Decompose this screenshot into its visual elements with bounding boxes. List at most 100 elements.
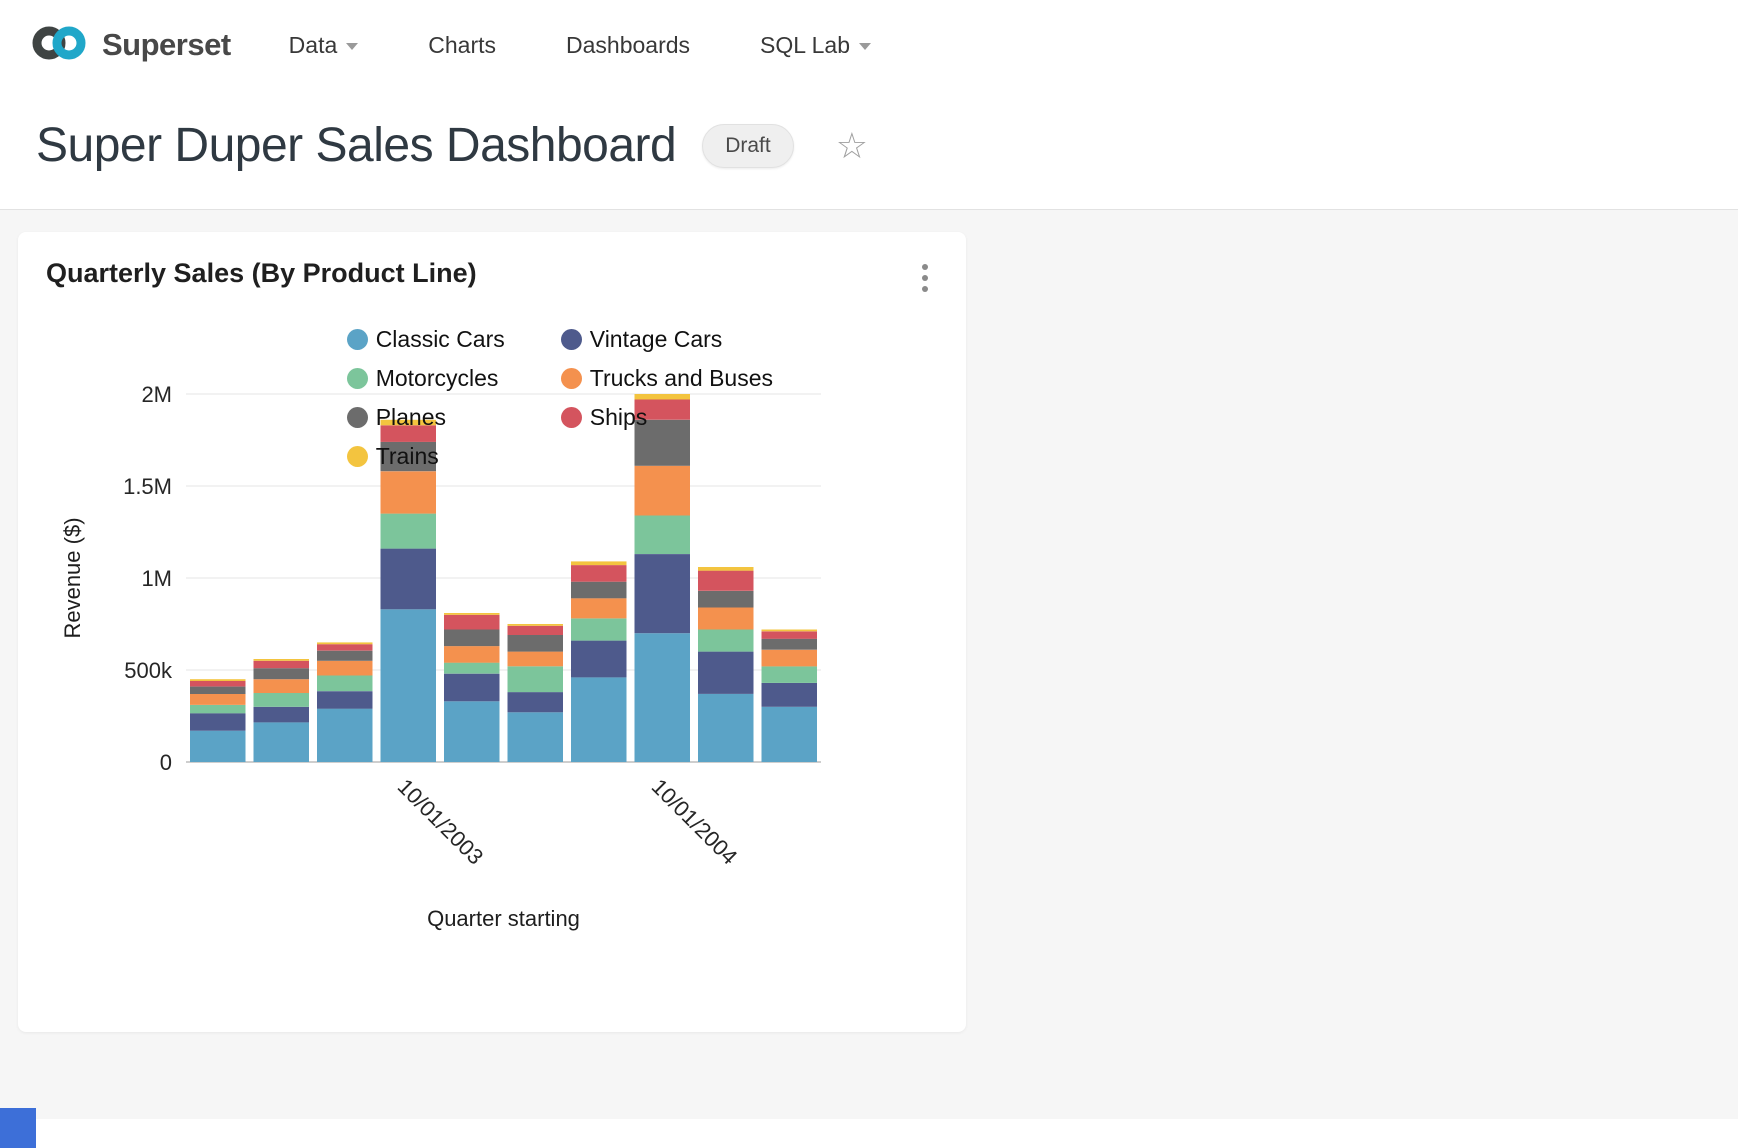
bar-segment[interactable] xyxy=(254,693,310,707)
bar-segment[interactable] xyxy=(698,630,754,652)
bar-segment[interactable] xyxy=(635,554,691,633)
bar-segment[interactable] xyxy=(508,635,564,652)
bar-segment[interactable] xyxy=(698,694,754,762)
bar-segment[interactable] xyxy=(317,651,373,661)
bar-segment[interactable] xyxy=(381,514,437,549)
dashboard-header: Super Duper Sales Dashboard Draft ☆ xyxy=(0,90,1738,209)
legend-item-classic-cars[interactable]: Classic Cars xyxy=(347,326,505,353)
bar-segment[interactable] xyxy=(698,591,754,608)
bar-segment[interactable] xyxy=(698,567,754,571)
bar-segment[interactable] xyxy=(317,644,373,650)
legend-label: Motorcycles xyxy=(376,365,499,392)
bar-segment[interactable] xyxy=(317,709,373,762)
chevron-down-icon xyxy=(346,43,358,50)
bar-segment[interactable] xyxy=(571,677,627,762)
bar-segment[interactable] xyxy=(444,615,500,630)
legend-item-motorcycles[interactable]: Motorcycles xyxy=(347,365,505,392)
legend-swatch-icon xyxy=(561,368,582,389)
y-tick-label: 500k xyxy=(124,658,173,683)
superset-logo[interactable]: Superset xyxy=(26,22,231,69)
bar-segment[interactable] xyxy=(508,652,564,667)
bar-segment[interactable] xyxy=(444,701,500,762)
legend-item-planes[interactable]: Planes xyxy=(347,404,505,431)
chart-options-kebab-icon[interactable] xyxy=(912,258,938,298)
bar-segment[interactable] xyxy=(698,607,754,629)
bar-segment[interactable] xyxy=(762,639,818,650)
bar-segment[interactable] xyxy=(571,598,627,618)
bar-segment[interactable] xyxy=(190,713,246,731)
bar-segment[interactable] xyxy=(381,471,437,513)
bar-segment[interactable] xyxy=(571,565,627,582)
nav-item-sql-lab[interactable]: SQL Lab xyxy=(760,32,871,59)
nav-item-data[interactable]: Data xyxy=(289,32,359,59)
y-tick-label: 1M xyxy=(141,566,172,591)
y-tick-label: 0 xyxy=(160,750,172,775)
legend-label: Trains xyxy=(376,443,439,470)
bar-segment[interactable] xyxy=(254,707,310,723)
legend-item-trains[interactable]: Trains xyxy=(347,443,505,470)
bar-segment[interactable] xyxy=(254,679,310,693)
bar-segment[interactable] xyxy=(254,661,310,668)
bar-segment[interactable] xyxy=(254,668,310,679)
bar-segment[interactable] xyxy=(508,666,564,692)
bar-segment[interactable] xyxy=(381,549,437,610)
bar-segment[interactable] xyxy=(762,683,818,707)
legend-swatch-icon xyxy=(347,368,368,389)
bar-segment[interactable] xyxy=(444,613,500,615)
legend-label: Trucks and Buses xyxy=(590,365,773,392)
bar-segment[interactable] xyxy=(762,631,818,638)
bar-segment[interactable] xyxy=(444,663,500,674)
bar-segment[interactable] xyxy=(317,691,373,709)
bar-segment[interactable] xyxy=(698,571,754,591)
bar-segment[interactable] xyxy=(444,674,500,702)
bar-segment[interactable] xyxy=(190,679,246,681)
bar-segment[interactable] xyxy=(571,641,627,678)
bar-segment[interactable] xyxy=(508,712,564,762)
favorite-star-icon[interactable]: ☆ xyxy=(836,128,868,164)
bar-segment[interactable] xyxy=(571,561,627,565)
bar-segment[interactable] xyxy=(762,650,818,667)
bar-segment[interactable] xyxy=(317,661,373,676)
bar-segment[interactable] xyxy=(190,687,246,694)
bar-segment[interactable] xyxy=(317,642,373,644)
chart-title: Quarterly Sales (By Product Line) xyxy=(46,258,477,289)
bar-segment[interactable] xyxy=(698,652,754,694)
top-nav: Superset Data Charts Dashboards SQL Lab xyxy=(0,0,1738,90)
bar-segment[interactable] xyxy=(444,630,500,647)
legend-item-ships[interactable]: Ships xyxy=(561,404,773,431)
bar-segment[interactable] xyxy=(508,692,564,712)
chevron-down-icon xyxy=(859,43,871,50)
bar-segment[interactable] xyxy=(635,466,691,516)
bar-segment[interactable] xyxy=(190,731,246,762)
bar-segment[interactable] xyxy=(190,681,246,687)
nav-item-charts[interactable]: Charts xyxy=(428,32,496,59)
legend-swatch-icon xyxy=(561,329,582,350)
dashboard-grid: Quarterly Sales (By Product Line) Classi… xyxy=(0,209,1738,1119)
bar-segment[interactable] xyxy=(635,633,691,762)
nav-item-dashboards[interactable]: Dashboards xyxy=(566,32,690,59)
x-tick-label: 10/01/2003 xyxy=(393,774,489,870)
bar-segment[interactable] xyxy=(381,609,437,762)
bar-segment[interactable] xyxy=(444,646,500,663)
bar-segment[interactable] xyxy=(508,626,564,635)
bar-segment[interactable] xyxy=(190,694,246,705)
bar-segment[interactable] xyxy=(254,659,310,661)
bar-segment[interactable] xyxy=(571,619,627,641)
bar-segment[interactable] xyxy=(254,722,310,762)
superset-infinity-icon xyxy=(26,22,92,69)
bar-segment[interactable] xyxy=(317,676,373,692)
legend-swatch-icon xyxy=(347,329,368,350)
bar-segment[interactable] xyxy=(190,705,246,713)
bar-segment[interactable] xyxy=(762,666,818,683)
page-title: Super Duper Sales Dashboard xyxy=(36,118,676,173)
bar-segment[interactable] xyxy=(508,624,564,626)
bar-segment[interactable] xyxy=(762,707,818,762)
legend-swatch-icon xyxy=(347,446,368,467)
main-menu: Data Charts Dashboards SQL Lab xyxy=(289,32,871,59)
legend-label: Planes xyxy=(376,404,446,431)
legend-item-vintage-cars[interactable]: Vintage Cars xyxy=(561,326,773,353)
legend-item-trucks-and-buses[interactable]: Trucks and Buses xyxy=(561,365,773,392)
bar-segment[interactable] xyxy=(762,630,818,632)
bar-segment[interactable] xyxy=(571,582,627,599)
bar-segment[interactable] xyxy=(635,515,691,554)
